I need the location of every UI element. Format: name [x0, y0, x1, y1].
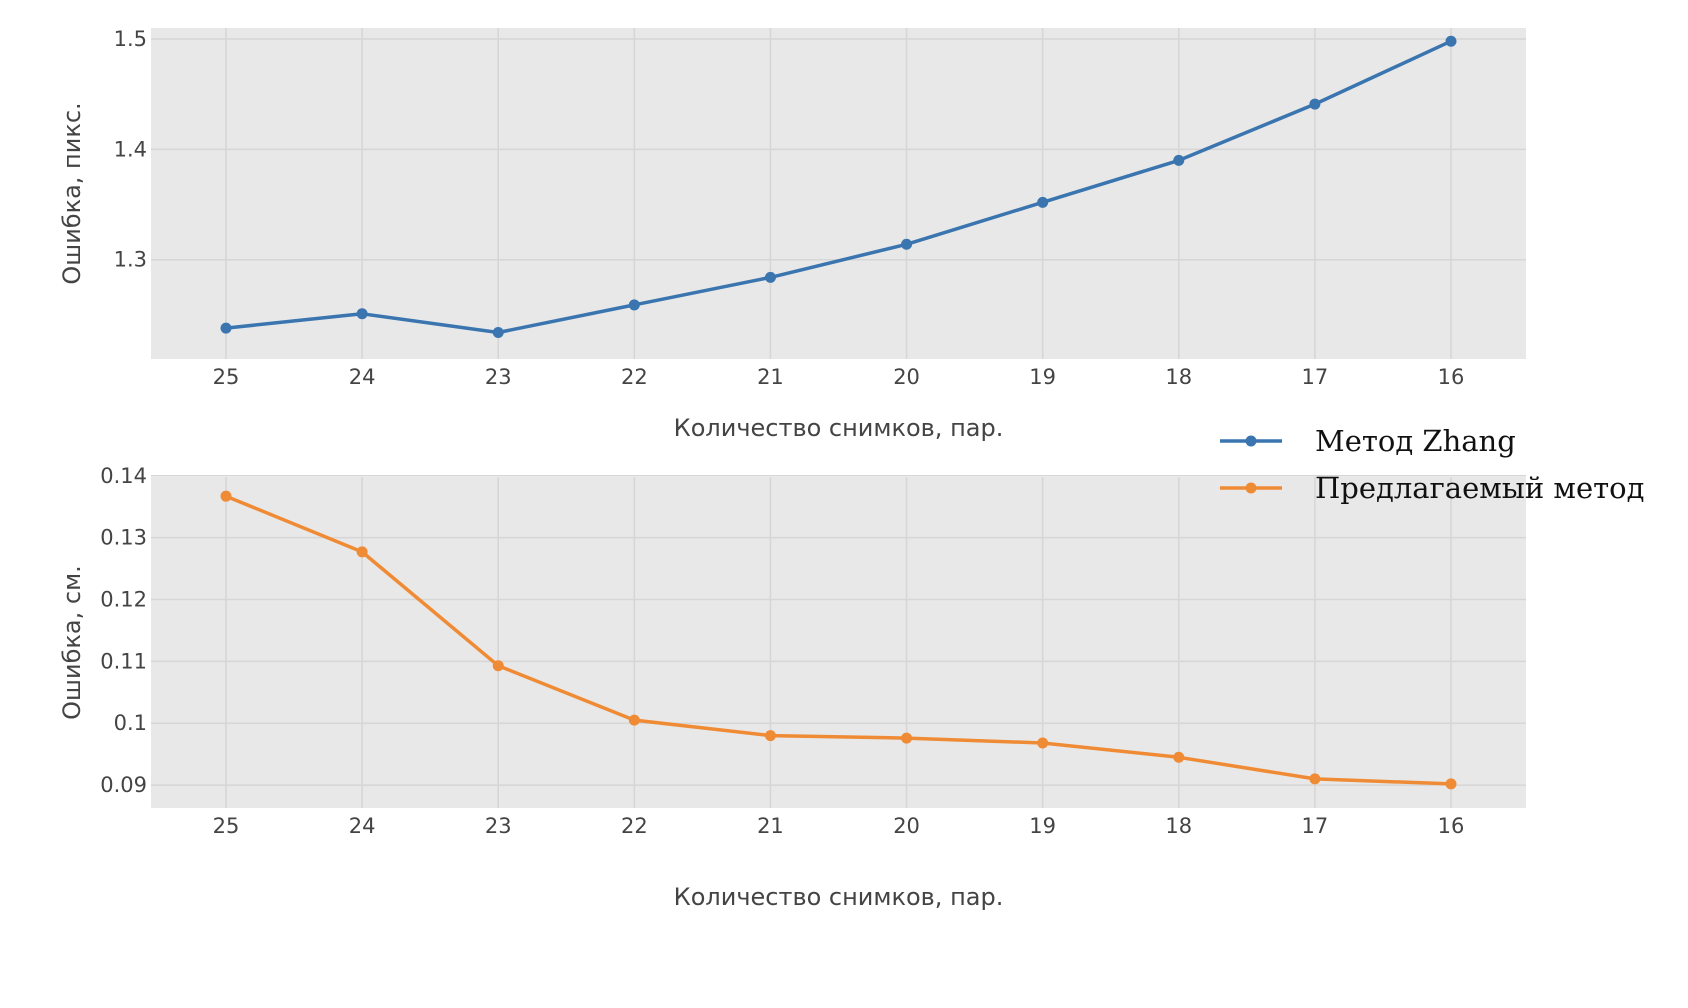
chart-2-x-tick-label: 22: [621, 814, 648, 838]
chart-1-x-tick-label: 23: [485, 365, 512, 389]
chart-2-x-tick-label: 24: [349, 814, 376, 838]
legend-marker-2: [1245, 482, 1257, 494]
chart-1-data-point: [628, 299, 640, 311]
chart-2-data-point: [628, 714, 640, 726]
chart-1-x-tick-label: 22: [621, 365, 648, 389]
chart-1-plot-area: [151, 28, 1526, 359]
chart-1-x-tick-label: 18: [1165, 365, 1192, 389]
chart-1-x-tick-label: 24: [349, 365, 376, 389]
chart-2-x-tick-label: 25: [213, 814, 240, 838]
chart-1-data-point: [1173, 154, 1185, 166]
chart-2-data-point: [1037, 737, 1049, 749]
chart-2-series-line: [225, 494, 1452, 786]
chart-1-data-point: [492, 327, 504, 339]
chart-2-data-point: [764, 730, 776, 742]
chart-1-y-tick-label: 1.5: [114, 27, 147, 51]
legend-marker-1: [1245, 435, 1257, 447]
chart-1-y-axis-title: Ошибка, пикс.: [58, 102, 86, 284]
chart-1-y-tick-label: 1.4: [114, 137, 147, 161]
chart-2-y-tick-label: 0.12: [100, 588, 147, 612]
chart-1-x-tick-label: 21: [757, 365, 784, 389]
chart-1-data-point: [356, 308, 368, 320]
chart-1-x-tick-label: 25: [213, 365, 240, 389]
chart-2-data-point: [901, 732, 913, 744]
chart-2-data-point: [1445, 778, 1457, 790]
chart-1-x-tick-label: 16: [1438, 365, 1465, 389]
chart-1-data-point: [901, 238, 913, 250]
chart-1-x-tick-label: 17: [1302, 365, 1329, 389]
chart-2-x-tick-label: 19: [1029, 814, 1056, 838]
chart-2-x-tick-label: 16: [1438, 814, 1465, 838]
chart-2-y-tick-label: 0.11: [100, 649, 147, 673]
chart-2-data-point: [356, 546, 368, 558]
chart-1-data-point: [1037, 196, 1049, 208]
chart-2-y-tick-label: 0.14: [100, 464, 147, 488]
chart-2-plot-area: [151, 477, 1526, 808]
chart-1-series-line: [225, 39, 1452, 335]
chart-2-x-tick-label: 17: [1302, 814, 1329, 838]
chart-1-data-point: [220, 322, 232, 334]
chart-2-y-tick-label: 0.1: [114, 711, 147, 735]
chart-1-data-point: [1445, 35, 1457, 47]
chart-2-y-tick-label: 0.13: [100, 526, 147, 550]
chart-1-x-tick-label: 19: [1029, 365, 1056, 389]
chart-1-data-point: [764, 271, 776, 283]
chart-1-x-tick-label: 20: [893, 365, 920, 389]
chart-2-x-tick-label: 18: [1165, 814, 1192, 838]
legend-label-1: Метод Zhang: [1315, 424, 1516, 458]
legend-label-2: Предлагаемый метод: [1315, 471, 1645, 505]
chart-1-y-tick-label: 1.3: [114, 248, 147, 272]
chart-2-x-tick-label: 20: [893, 814, 920, 838]
chart-2-x-tick-label: 23: [485, 814, 512, 838]
chart-2-x-axis-title: Количество снимков, пар.: [674, 883, 1004, 911]
chart-2-data-point: [220, 490, 232, 502]
chart-1-data-point: [1309, 98, 1321, 110]
chart-2-x-tick-label: 21: [757, 814, 784, 838]
chart-1-x-axis-title: Количество снимков, пар.: [674, 414, 1004, 442]
chart-2-y-axis-title: Ошибка, см.: [58, 565, 86, 720]
chart-2-data-point: [1173, 751, 1185, 763]
chart-2-data-point: [492, 660, 504, 672]
chart-2-y-tick-label: 0.09: [100, 773, 147, 797]
chart-2-data-point: [1309, 773, 1321, 785]
